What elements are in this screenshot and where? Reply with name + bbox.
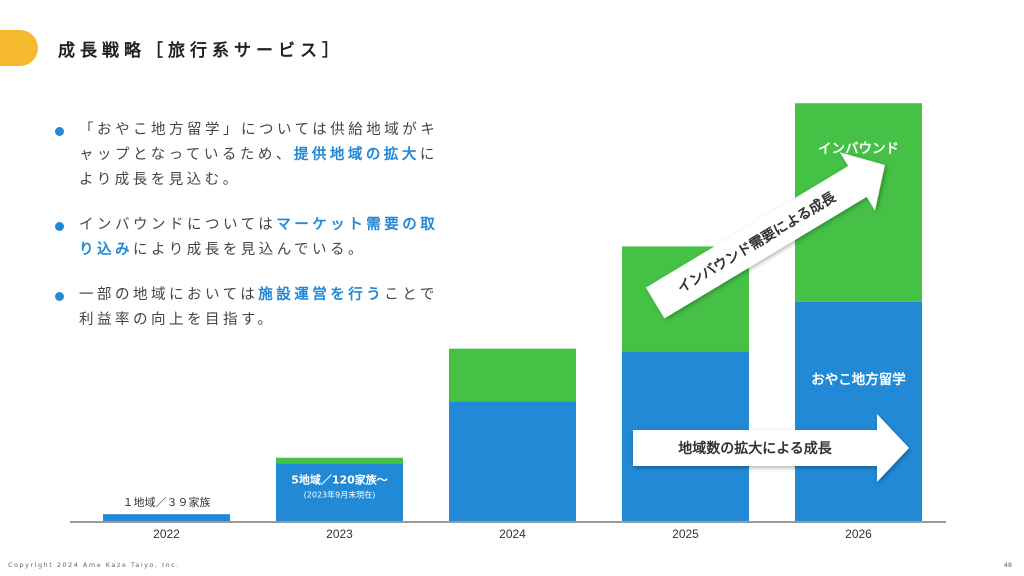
bullet-item: インバウンドについてはマーケット需要の取り込みにより成長を見込んでいる。: [55, 213, 455, 263]
arrow-shape: [645, 152, 885, 319]
bullet-text: インバウンドについては: [79, 217, 277, 233]
bar-2026-series-0: [795, 301, 922, 522]
page-number: 48: [1003, 561, 1012, 569]
highlight-text: マーケット需要の取り込み: [79, 217, 439, 258]
data-label-note: (2023年9月末現在): [304, 490, 376, 500]
x-tick-label: 2026: [845, 527, 872, 541]
arrow-label: 地域数の拡大による成長: [678, 440, 833, 457]
segment-label: おやこ地方留学: [811, 371, 906, 388]
segment-label: インバウンド: [818, 141, 899, 157]
bar-2023-series-1: [276, 457, 403, 464]
growth-arrow: 地域数の拡大による成長: [633, 414, 909, 482]
x-tick-label: 2025: [672, 527, 699, 541]
page-title: 成長戦略［旅行系サービス］: [58, 41, 344, 61]
bullet-text: ことで利益率の向上を目指す。: [79, 287, 438, 328]
bullet-list: 「おやこ地方留学」については供給地域がキャップとなっているため、提供地域の拡大に…: [55, 118, 455, 353]
bullet-item: 「おやこ地方留学」については供給地域がキャップとなっているため、提供地域の拡大に…: [55, 118, 455, 193]
bar-2024-series-1: [449, 348, 576, 402]
accent-tab: [0, 30, 38, 66]
bullet-text: 一部の地域においては: [79, 287, 259, 303]
data-label: 5地域／120家族〜: [291, 473, 388, 487]
bullet-text: により成長を見込んでいる。: [133, 242, 366, 258]
x-tick-label: 2023: [326, 527, 353, 541]
bar-2023-series-0: [276, 463, 403, 522]
x-tick-label: 2024: [499, 527, 526, 541]
bullet-dot-icon: [55, 292, 64, 301]
bullet-item: 一部の地域においては施設運営を行うことで利益率の向上を目指す。: [55, 283, 455, 333]
bar-2024-series-0: [449, 401, 576, 522]
highlight-text: 施設運営を行う: [258, 287, 385, 303]
x-tick-label: 2022: [153, 527, 180, 541]
data-label: １地域／３９家族: [123, 495, 211, 509]
arrow-shape: [633, 414, 909, 482]
bullet-dot-icon: [55, 222, 64, 231]
bar-2022-series-0: [103, 514, 230, 522]
bullet-dot-icon: [55, 127, 64, 136]
bullet-text: 「おやこ地方留学」については供給地域がキャップとなっているため、: [79, 122, 439, 163]
copyright-text: Copyright 2024 Ame Kaze Taiyo, Inc.: [8, 561, 180, 569]
bullet-text: により成長を見込む。: [79, 147, 438, 188]
highlight-text: 提供地域の拡大: [293, 147, 420, 163]
